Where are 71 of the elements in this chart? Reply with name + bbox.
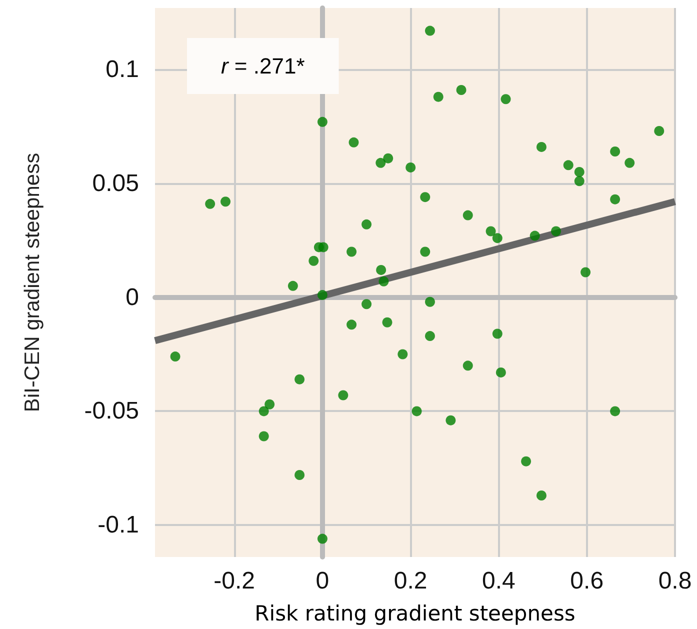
point xyxy=(294,470,305,480)
point xyxy=(383,153,394,164)
point xyxy=(433,92,444,102)
point xyxy=(264,399,275,410)
point xyxy=(317,534,328,544)
point xyxy=(412,406,422,416)
point xyxy=(624,158,635,168)
point xyxy=(362,299,372,310)
point xyxy=(610,194,620,204)
point xyxy=(574,167,584,178)
point xyxy=(376,158,386,168)
x-tick-label: 0.4 xyxy=(482,568,516,594)
point xyxy=(170,352,180,362)
point xyxy=(610,146,620,157)
point xyxy=(446,415,456,426)
point xyxy=(420,246,430,257)
x-tick-label: -0.2 xyxy=(214,568,255,594)
point xyxy=(462,210,473,220)
x-axis-title: Risk rating gradient steepness xyxy=(254,602,576,626)
y-axis-title: BiI-CEN gradient steepness xyxy=(21,152,44,412)
point xyxy=(496,367,506,378)
point xyxy=(500,94,511,104)
point xyxy=(610,406,620,416)
point xyxy=(205,198,216,209)
point xyxy=(346,246,357,257)
point xyxy=(492,328,502,339)
point xyxy=(654,126,664,136)
point xyxy=(318,242,328,252)
point xyxy=(220,196,231,207)
y-tick-label: 0.05 xyxy=(92,170,139,197)
point xyxy=(486,226,496,236)
x-tick-label: 0 xyxy=(316,568,330,594)
point xyxy=(346,320,357,330)
point xyxy=(308,256,319,266)
point xyxy=(456,85,466,96)
y-tick-label: -0.05 xyxy=(84,398,139,425)
point xyxy=(376,264,386,275)
point xyxy=(580,267,591,278)
point xyxy=(258,431,269,442)
point xyxy=(424,26,435,36)
point xyxy=(348,137,359,148)
point xyxy=(462,360,473,371)
point xyxy=(294,374,305,384)
x-tick-label: 0.2 xyxy=(394,568,428,594)
point xyxy=(317,290,328,300)
point xyxy=(420,192,430,202)
annotation: r = .271* xyxy=(221,54,306,78)
point xyxy=(563,160,574,170)
point xyxy=(317,116,328,127)
point xyxy=(424,296,435,307)
point xyxy=(574,176,584,186)
point xyxy=(382,317,392,328)
y-tick-label: -0.1 xyxy=(98,512,139,539)
point xyxy=(530,230,540,241)
x-tick-label: 0.6 xyxy=(570,568,604,594)
y-tick-label: 0 xyxy=(126,284,139,311)
point xyxy=(338,390,348,400)
point xyxy=(424,331,435,342)
point xyxy=(288,280,298,291)
point xyxy=(536,490,546,500)
point xyxy=(406,162,416,172)
y-tick-label: 0.1 xyxy=(106,56,139,84)
point xyxy=(536,142,546,152)
point xyxy=(492,233,502,244)
point xyxy=(521,456,532,466)
point xyxy=(551,226,562,236)
point xyxy=(398,349,408,360)
point xyxy=(378,276,389,286)
point xyxy=(258,406,269,416)
point xyxy=(362,219,372,230)
x-tick-label: 0.8 xyxy=(658,568,692,594)
